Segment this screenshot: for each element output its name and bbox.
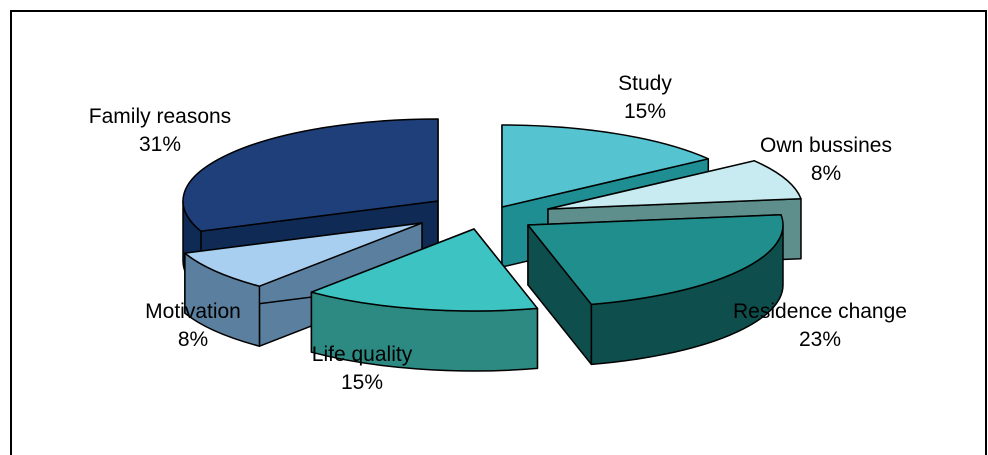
slice-own-bussines-top xyxy=(547,160,802,210)
label-residence-change-name: Residence change xyxy=(733,300,907,323)
label-life-quality-value: 15% xyxy=(340,371,384,394)
label-study: Study 15% xyxy=(618,70,672,126)
label-residence-change-value: 23% xyxy=(798,328,842,351)
slice-residence-change xyxy=(527,213,784,366)
slice-study-top xyxy=(501,124,710,208)
label-life-quality-name: Life quality xyxy=(311,343,413,366)
label-own-bussines-name: Own bussines xyxy=(760,134,892,157)
slice-life-quality-top xyxy=(310,228,539,312)
chart-frame xyxy=(10,10,987,455)
label-motivation-value: 8% xyxy=(177,328,209,351)
label-motivation: Motivation 8% xyxy=(145,298,241,354)
slice-motivation-top xyxy=(184,222,423,287)
label-life-quality: Life quality 15% xyxy=(312,341,412,397)
label-study-name: Study xyxy=(618,72,672,95)
label-study-value: 15% xyxy=(623,100,667,123)
label-own-bussines-value: 8% xyxy=(810,162,842,185)
label-own-bussines: Own bussines 8% xyxy=(760,132,892,188)
slice-life-quality xyxy=(310,228,539,372)
slice-family-reasons-top xyxy=(182,118,439,232)
slice-residence-change-top xyxy=(527,213,784,306)
label-motivation-name: Motivation xyxy=(145,300,241,323)
label-residence-change: Residence change 23% xyxy=(733,298,907,354)
label-family-reasons: Family reasons 31% xyxy=(89,103,231,159)
label-family-reasons-value: 31% xyxy=(138,133,182,156)
label-family-reasons-name: Family reasons xyxy=(88,105,232,128)
